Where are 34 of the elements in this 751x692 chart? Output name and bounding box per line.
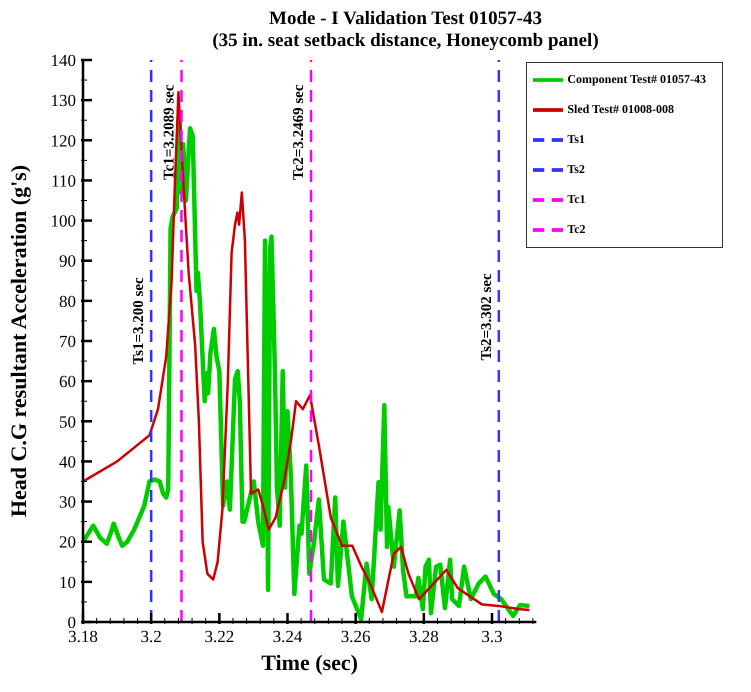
y-tick-label: 130 xyxy=(50,91,76,110)
annotation: Ts2=3.302 sec xyxy=(478,272,495,360)
y-tick-label: 120 xyxy=(50,131,76,150)
y-tick-label: 20 xyxy=(59,532,76,552)
x-tick-label: 3.28 xyxy=(408,627,439,646)
x-tick-label: 3.24 xyxy=(272,627,303,646)
y-tick-label: 60 xyxy=(59,372,76,392)
y-tick-label: 30 xyxy=(59,492,76,512)
legend-label: Component Test# 01057-43 xyxy=(567,72,706,86)
y-tick-label: 90 xyxy=(59,252,76,271)
y-tick-label: 110 xyxy=(51,171,76,190)
y-axis-title: Head C.G resultant Acceleration (g's) xyxy=(6,164,31,518)
y-tick-label: 50 xyxy=(59,412,76,432)
legend-label: Ts1 xyxy=(567,132,585,146)
y-tick-label: 70 xyxy=(59,332,76,351)
x-tick-label: 3.22 xyxy=(204,627,234,646)
annotation: Tc2=3.2469 sec xyxy=(291,84,308,180)
annotation: Tc1=3.2089 sec xyxy=(162,84,178,180)
legend-label: Tc1 xyxy=(567,192,586,206)
y-tick-label: 80 xyxy=(59,292,76,311)
y-tick-label: 140 xyxy=(50,51,76,70)
x-tick-label: 3.26 xyxy=(340,627,371,646)
chart-title: Mode - I Validation Test 01057-43 xyxy=(268,8,543,30)
y-tick-label: 10 xyxy=(59,572,76,592)
annotation: Ts1=3.200 sec xyxy=(131,277,148,365)
y-tick-label: 100 xyxy=(50,212,76,231)
chart-subtitle: (35 in. seat setback distance, Honeycomb panel) xyxy=(211,30,600,52)
legend-label: Ts2 xyxy=(567,162,585,176)
y-tick-label: 40 xyxy=(59,452,76,472)
x-tick-label: 3.2 xyxy=(140,627,162,646)
x-tick-label: 3.3 xyxy=(481,627,503,646)
x-axis-title: Time (sec) xyxy=(261,650,358,675)
legend-label: Tc2 xyxy=(567,222,586,236)
legend-label: Sled Test# 01008-008 xyxy=(567,102,674,116)
